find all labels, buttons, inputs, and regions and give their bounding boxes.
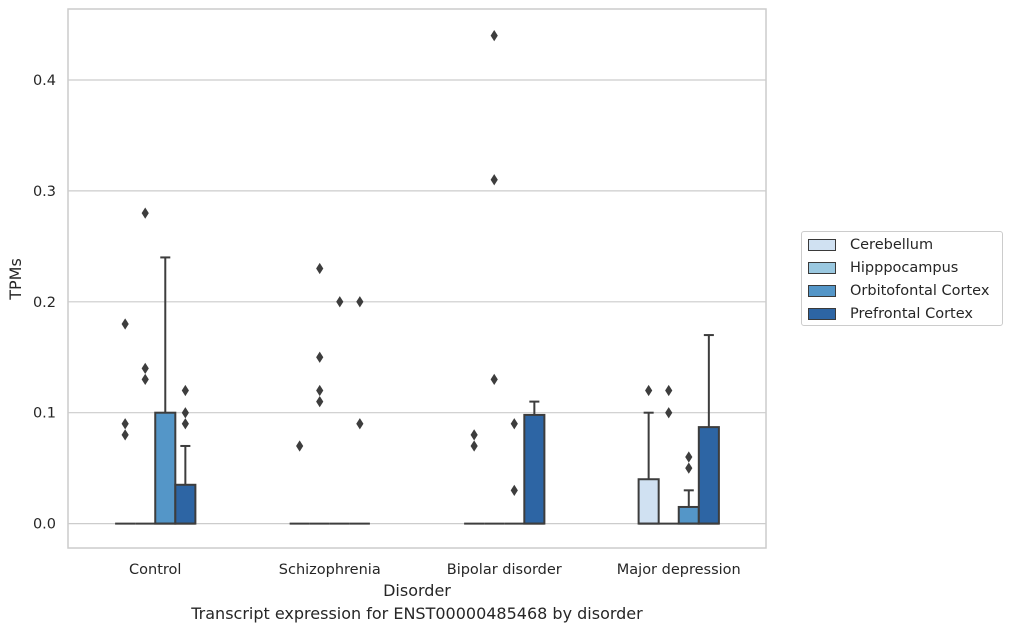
legend-item-orbitofrontal-cortex: Orbitofontal Cortex	[808, 281, 989, 301]
box-group	[637, 384, 660, 525]
outlier-point	[336, 296, 344, 308]
outlier-point	[665, 407, 673, 419]
box-group	[115, 318, 136, 525]
y-tick-label: 0.0	[33, 517, 56, 533]
box-body	[677, 505, 700, 525]
x-tick-label: Bipolar disorder	[447, 562, 562, 578]
outlier-point	[121, 418, 129, 430]
legend-item-cerebellum: Cerebellum	[808, 235, 933, 255]
figure-caption: Transcript expression for ENST0000048546…	[191, 604, 643, 623]
legend-swatch-orbitofrontal-cortex	[808, 285, 836, 297]
x-tick-label: Control	[129, 562, 181, 578]
box-group	[504, 418, 525, 525]
box-group	[329, 296, 350, 525]
outlier-point	[356, 296, 364, 308]
y-tick-label: 0.3	[33, 184, 56, 200]
outlier-point	[141, 362, 149, 374]
box-group	[658, 384, 679, 525]
outlier-point	[490, 174, 498, 186]
box-plot-marks	[115, 29, 720, 525]
outlier-point	[316, 395, 324, 408]
outlier-point	[665, 384, 673, 397]
x-tick-label: Schizophrenia	[279, 562, 381, 578]
box-body	[154, 411, 177, 525]
legend-label-cerebellum: Cerebellum	[850, 237, 934, 253]
box-group	[697, 334, 720, 525]
legend-label-orbitofrontal-cortex: Orbitofontal Cortex	[850, 283, 990, 299]
legend-swatch-cerebellum	[808, 239, 836, 251]
outlier-point	[316, 351, 324, 363]
x-axis-label: Disorder	[383, 581, 451, 600]
outlier-point	[181, 407, 189, 419]
box-group	[523, 400, 546, 525]
box-group	[484, 29, 505, 525]
x-tick-label: Major depression	[617, 562, 741, 578]
legend-item-hippocampus: Hipppocampus	[808, 258, 958, 278]
box-body	[523, 413, 546, 525]
legend-swatch-prefrontal-cortex	[808, 308, 836, 320]
legend-label-hippocampus: Hipppocampus	[850, 260, 959, 276]
outlier-point	[141, 373, 149, 386]
outlier-point	[510, 484, 518, 496]
y-axis-ticks: 0.0 0.1 0.2 0.3 0.4	[33, 73, 56, 533]
x-axis-ticks: Control Schizophrenia Bipolar disorder Majo…	[129, 562, 741, 578]
box-group	[174, 384, 197, 525]
plot-area-frame	[67, 8, 767, 549]
y-tick-label: 0.4	[33, 73, 56, 89]
box-body	[174, 483, 197, 525]
y-axis-label: TPMs	[6, 258, 25, 301]
legend: Cerebellum Hipppocampus Orbitofontal Cor…	[801, 231, 1003, 326]
outlier-point	[356, 418, 364, 430]
box-body	[637, 478, 660, 525]
box-group	[135, 207, 156, 525]
y-tick-label: 0.1	[33, 406, 56, 422]
outlier-point	[685, 462, 693, 474]
outlier-point	[181, 418, 189, 430]
box-group	[154, 256, 177, 525]
outlier-point	[121, 429, 129, 441]
y-tick-label: 0.2	[33, 295, 56, 311]
legend-label-prefrontal-cortex: Prefrontal Cortex	[850, 306, 973, 322]
outlier-point	[645, 384, 653, 397]
outlier-point	[470, 429, 478, 441]
box-body	[697, 426, 720, 525]
outlier-point	[685, 451, 693, 463]
box-group	[349, 296, 370, 525]
box-group	[309, 262, 330, 525]
outlier-point	[490, 29, 498, 42]
box-group	[464, 429, 485, 525]
outlier-point	[141, 207, 149, 219]
outlier-point	[121, 318, 129, 330]
outlier-point	[470, 440, 478, 452]
box-group	[289, 440, 310, 525]
outlier-point	[510, 418, 518, 430]
outlier-point	[490, 373, 498, 386]
outlier-point	[316, 262, 324, 275]
legend-swatch-hippocampus	[808, 262, 836, 274]
box-group	[677, 451, 700, 525]
outlier-point	[296, 440, 304, 452]
legend-item-prefrontal-cortex: Prefrontal Cortex	[808, 304, 973, 324]
outlier-point	[316, 384, 324, 397]
outlier-point	[181, 384, 189, 397]
